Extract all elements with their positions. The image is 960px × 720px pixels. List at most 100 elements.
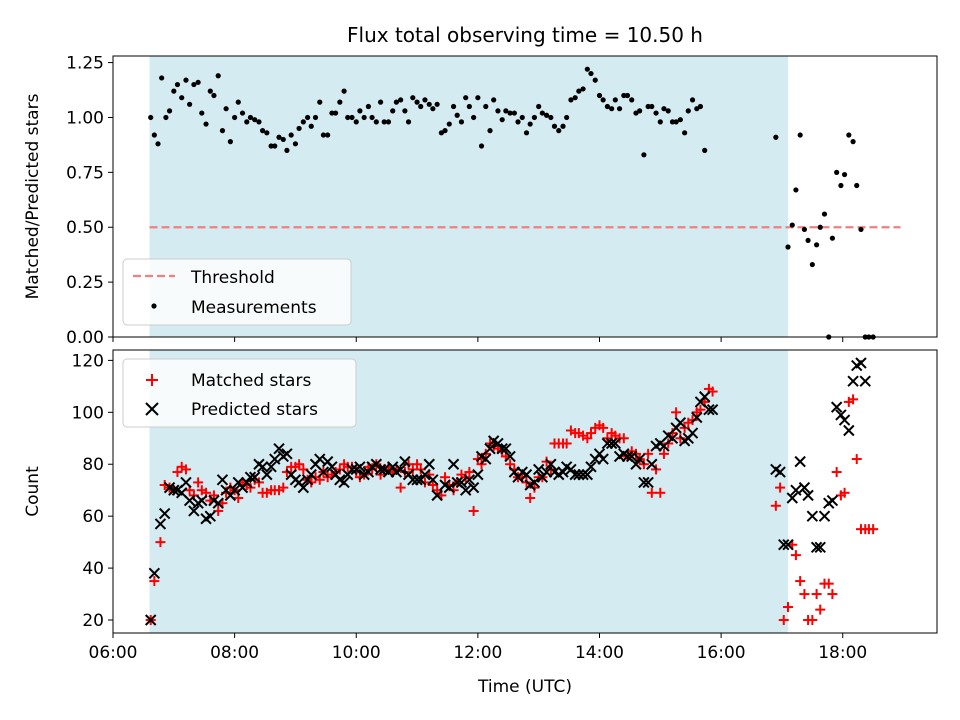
predicted-star-point: [314, 453, 326, 465]
measurement-point: [471, 114, 477, 121]
measurement-point: [850, 139, 856, 145]
matched-star-point: [778, 615, 789, 626]
legend-predicted-swatch: [145, 402, 159, 416]
matched-star-point: [839, 487, 850, 498]
matched-star-point: [172, 467, 183, 478]
measurement-point: [682, 130, 688, 136]
measurement-point: [256, 119, 262, 125]
measurement-point: [381, 119, 387, 125]
measurement-point: [357, 108, 363, 114]
measurement-point: [300, 119, 306, 125]
predicted-star-point: [859, 375, 871, 387]
predicted-star-point: [818, 510, 831, 522]
bottom-legend: Matched stars Predicted stars: [122, 358, 357, 428]
measurement-point: [821, 211, 828, 217]
predicted-star-point: [806, 510, 819, 522]
matched-star-point: [630, 448, 641, 459]
predicted-star-point: [581, 468, 594, 481]
measurement-point: [564, 114, 570, 121]
measurement-point: [434, 101, 440, 107]
predicted-star-point: [790, 484, 802, 496]
predicted-star-point: [463, 474, 476, 486]
matched-star-point: [783, 602, 794, 613]
matched-star-point: [687, 415, 698, 426]
predicted-star-point: [297, 481, 310, 494]
legend-threshold-label: Threshold: [190, 268, 275, 288]
x-tick-label: 10:00: [332, 643, 381, 663]
measurement-point: [789, 222, 795, 228]
measurement-point: [511, 110, 517, 116]
matched-star-point: [655, 487, 666, 498]
measurement-point: [317, 99, 323, 105]
predicted-star-point: [782, 539, 794, 551]
y-tick-label: 0.00: [66, 328, 104, 348]
top-axes-frame: [112, 55, 938, 338]
measurement-point: [211, 92, 217, 99]
predicted-star-point: [394, 463, 407, 476]
y-tick-label: 60: [82, 507, 104, 527]
measurement-point: [536, 103, 542, 110]
predicted-star-point: [597, 453, 609, 465]
x-tick-label: 14:00: [575, 643, 624, 663]
top-legend: Threshold Measurements: [122, 258, 352, 326]
measurement-point: [244, 119, 250, 125]
predicted-star-point: [326, 461, 338, 473]
predicted-star-point: [204, 510, 217, 522]
predicted-star-point: [256, 461, 269, 473]
predicted-star-point: [666, 432, 679, 444]
predicted-star-point: [399, 455, 411, 468]
measurement-point: [252, 117, 258, 123]
measurement-point: [858, 226, 864, 233]
matched-star-point: [193, 477, 204, 488]
predicted-star-point: [626, 450, 638, 463]
predicted-star-point: [504, 450, 516, 463]
x-tick-label: 16:00: [697, 643, 746, 663]
measurement-point: [685, 108, 691, 114]
top-y-ticks: 0.00 0.25 0.50 0.75 1.00 1.25: [66, 54, 113, 348]
measurement-point: [551, 123, 558, 129]
predicted-star-point: [593, 448, 606, 460]
predicted-star-point: [374, 463, 387, 476]
predicted-star-point: [703, 404, 715, 416]
measurement-point: [637, 108, 643, 114]
measurement-point: [817, 224, 823, 230]
matched-star-point: [375, 469, 386, 480]
measurement-point: [669, 119, 676, 125]
predicted-star-point: [778, 539, 790, 551]
measurement-point: [280, 136, 286, 143]
measurement-point: [332, 110, 339, 116]
matched-star-point: [395, 482, 406, 493]
matched-star-point: [643, 448, 654, 459]
y-tick-label: 100: [72, 403, 104, 423]
measurement-point: [503, 108, 509, 114]
chart-title: Flux total observing time = 10.50 h: [347, 23, 703, 47]
matched-star-point: [585, 428, 596, 439]
y-tick-label: 0.50: [66, 218, 104, 238]
matched-star-point: [525, 492, 536, 503]
matched-star-point: [412, 459, 423, 470]
measurement-point: [349, 114, 355, 121]
matched-star-point: [770, 500, 781, 511]
predicted-star-point: [443, 481, 455, 494]
measurement-point: [207, 88, 213, 94]
bottom-y-ticks: 20 40 60 80 100 120: [72, 351, 113, 631]
predicted-star-point: [148, 567, 161, 579]
predicted-star-point: [843, 424, 855, 437]
measurement-point: [418, 103, 424, 110]
matched-star-point: [658, 448, 669, 459]
measurement-point: [414, 99, 420, 105]
measurement-point: [539, 110, 545, 116]
measurement-point: [345, 114, 351, 121]
measurements-points: [148, 66, 876, 340]
matched-star-point: [831, 467, 842, 478]
measurement-point: [166, 108, 173, 114]
matched-star-point: [815, 604, 826, 615]
y-tick-label: 120: [72, 351, 104, 371]
predicted-star-point: [674, 416, 687, 429]
measurement-point: [649, 103, 655, 110]
matched-star-point: [155, 537, 166, 548]
x-tick-label: 08:00: [210, 643, 259, 663]
predicted-star-point: [686, 427, 699, 439]
predicted-star-point: [814, 541, 826, 554]
measurement-point: [450, 103, 457, 110]
